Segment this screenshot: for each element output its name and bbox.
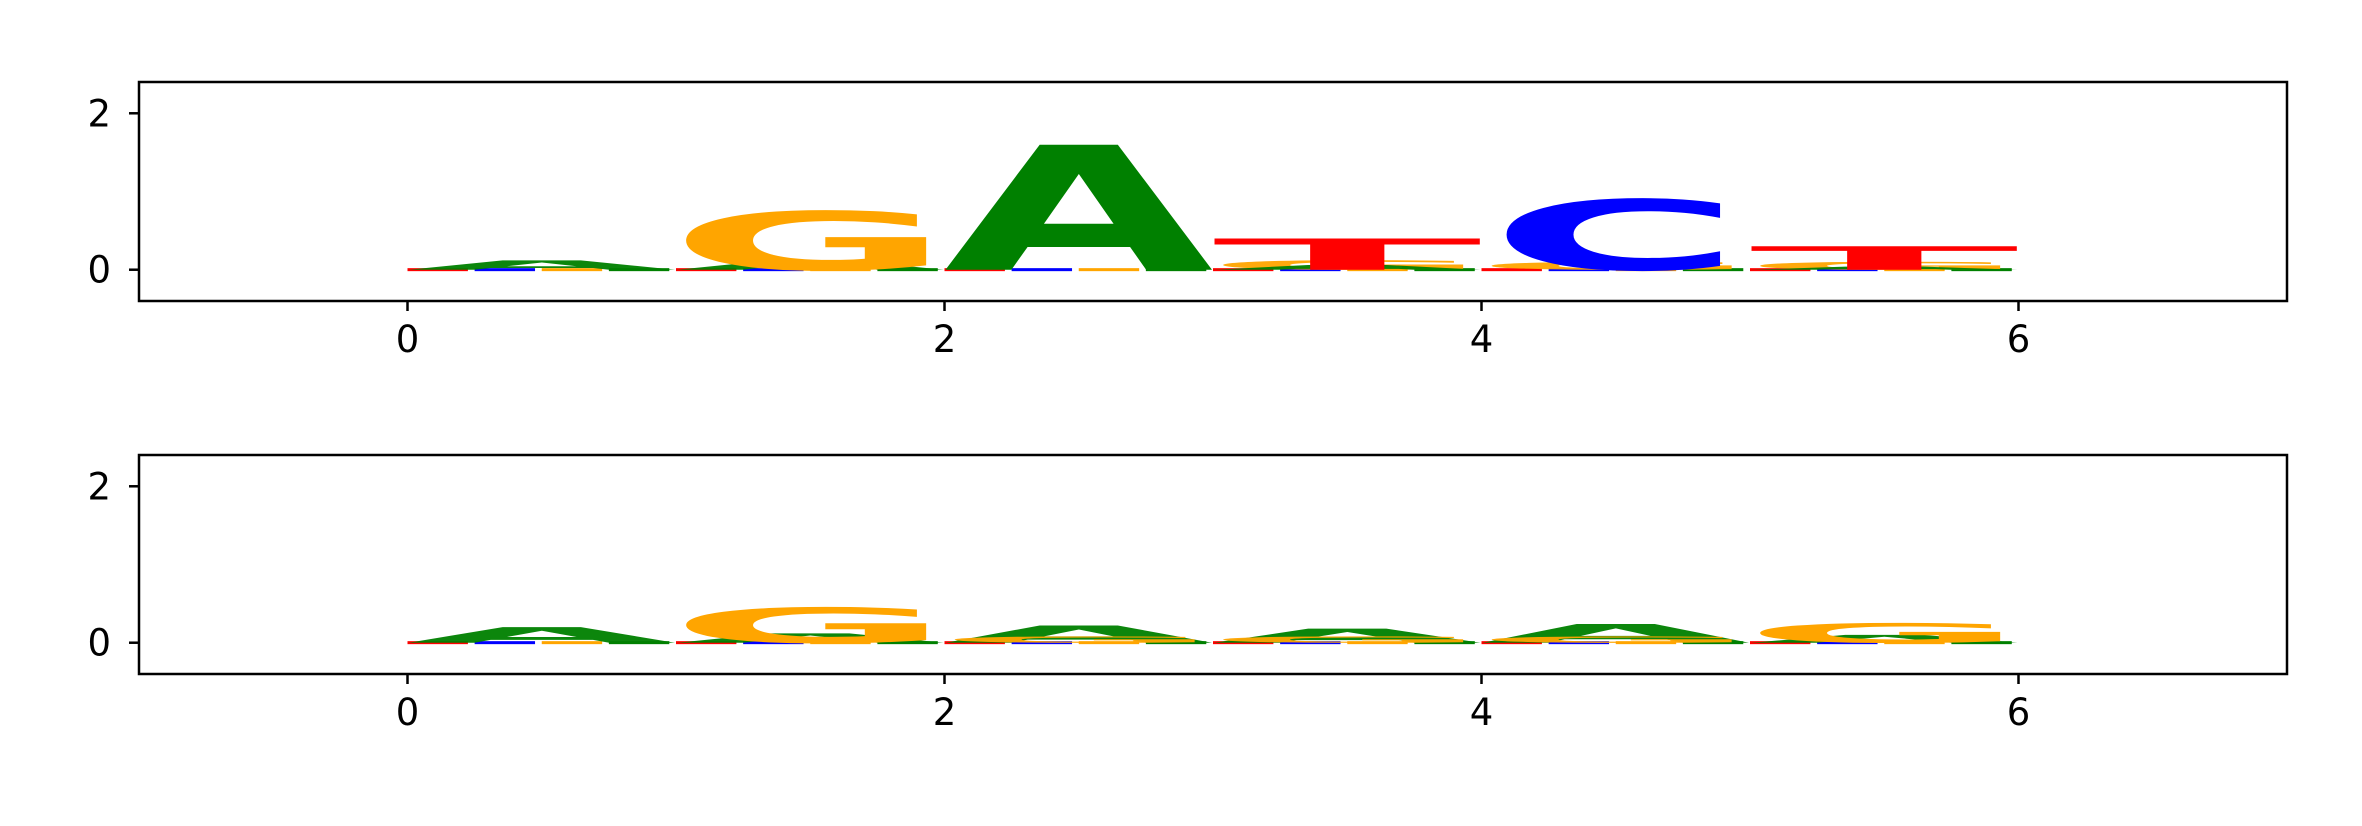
baseline-mark [877,268,938,272]
x-tick-label: 2 [933,318,957,361]
baseline-mark [944,268,1005,272]
baseline-mark [1145,268,1207,272]
baseline-mark [1481,268,1542,272]
baseline-mark [676,641,737,645]
baseline-mark [407,268,468,272]
minor-letter-a: A [1481,619,1751,649]
baseline-mark [1414,641,1475,645]
y-tick-label: 0 [87,249,111,292]
x-tick-label: 0 [396,318,420,361]
baseline-mark [474,268,536,272]
baseline-mark [541,641,603,645]
x-tick-label: 4 [1470,691,1494,734]
baseline-mark [1615,268,1677,272]
x-tick-label: 4 [1470,318,1494,361]
baseline-mark [810,641,871,645]
minor-letter-a: A [1212,625,1482,647]
baseline-mark [1481,641,1542,645]
baseline-mark [1347,641,1408,645]
baseline-mark [1414,268,1475,272]
baseline-mark [1750,641,1811,645]
minor-letter-g: G [1206,635,1489,645]
minor-letter-a: A [1749,266,2019,271]
baseline-mark [608,641,670,645]
baseline-mark [1548,268,1610,272]
axes-frame [137,453,2289,676]
minor-letter-a: A [407,258,677,273]
y-tick-label: 2 [87,465,111,508]
logo-letter-t: T [1213,230,1484,280]
minor-letter-a: A [1212,264,1482,271]
axes-frame [137,80,2289,303]
x-tick-label: 2 [933,691,957,734]
minor-letter-g: G [1474,635,1757,645]
baseline-mark [1615,641,1677,645]
baseline-mark [1548,641,1610,645]
baseline-mark [676,268,737,272]
baseline-mark [1213,268,1274,272]
baseline-mark [407,641,468,645]
baseline-mark [1817,641,1878,645]
logo-letter-c: C [1489,180,1742,293]
baseline-mark [1078,268,1140,272]
baseline-mark [810,268,871,272]
minor-letter-a: A [675,631,945,646]
logo-letter-g: G [1743,618,2026,649]
baseline-mark [608,268,670,272]
minor-letter-g: G [1743,260,2026,272]
minor-letter-a: A [944,621,1214,648]
baseline-mark [474,641,536,645]
minor-letter-g: G [1474,260,1757,272]
x-tick-label: 6 [2007,318,2031,361]
baseline-mark [1884,641,1945,645]
baseline-mark [1884,268,1945,272]
logo-letter-t: T [1750,240,2021,277]
minor-letter-a: A [675,258,945,273]
baseline-mark [1078,641,1140,645]
y-tick-label: 0 [87,622,111,665]
baseline-mark [1280,641,1341,645]
baseline-mark [743,268,804,272]
logo-letter-a: A [944,111,1216,311]
x-tick-label: 6 [2007,691,2031,734]
baseline-mark [1011,268,1073,272]
baseline-mark [541,268,603,272]
minor-letter-g: G [937,635,1220,645]
logo-letter-g: G [669,598,952,654]
baseline-mark [1951,268,2012,272]
y-tick-label: 2 [87,92,111,135]
baseline-mark [1011,641,1073,645]
baseline-mark [743,641,804,645]
baseline-mark [1682,268,1744,272]
baseline-mark [1951,641,2012,645]
baseline-mark [1347,268,1408,272]
minor-letter-a: A [407,623,677,648]
baseline-mark [1682,641,1744,645]
baseline-mark [944,641,1005,645]
logo-letter-g: G [669,195,952,289]
minor-letter-g: G [1206,258,1489,273]
baseline-mark [1280,268,1341,272]
baseline-mark [1145,641,1207,645]
baseline-mark [877,641,938,645]
baseline-mark [1817,268,1878,272]
baseline-mark [1213,641,1274,645]
x-tick-label: 0 [396,691,420,734]
minor-letter-a: A [1749,633,2019,645]
baseline-mark [1750,268,1811,272]
